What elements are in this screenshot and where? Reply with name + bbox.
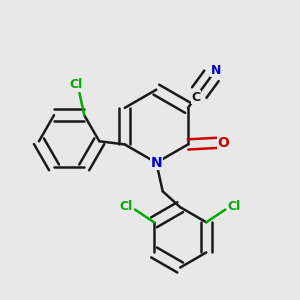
Text: N: N [151, 156, 162, 170]
Text: N: N [210, 64, 221, 77]
Text: Cl: Cl [228, 200, 241, 213]
Text: Cl: Cl [70, 78, 83, 92]
Text: O: O [218, 136, 230, 150]
Text: C: C [191, 91, 200, 103]
Text: Cl: Cl [119, 200, 133, 213]
